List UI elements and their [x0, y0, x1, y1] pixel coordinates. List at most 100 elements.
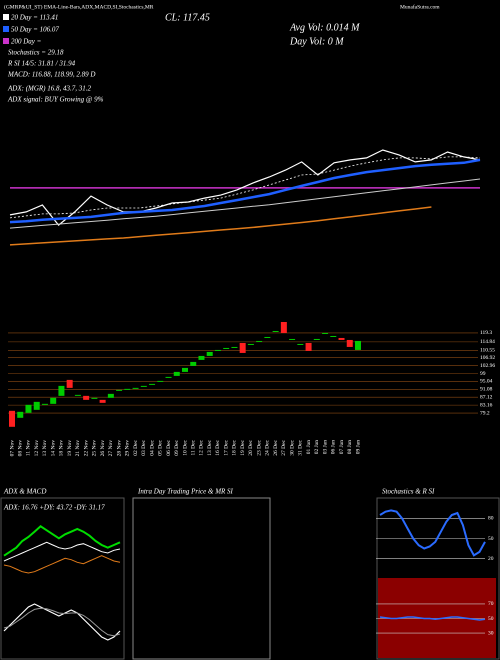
- candle: [247, 343, 254, 345]
- x-tick-label: 13 Nov: [42, 440, 48, 457]
- candle: [74, 394, 81, 396]
- candle: [173, 371, 180, 376]
- day-vol: Day Vol: 0 M: [289, 36, 344, 47]
- candle: [231, 346, 238, 348]
- y-tick-label: 95.04: [480, 379, 493, 385]
- x-tick-label: 02 Dec: [133, 439, 139, 455]
- y-tick-label: 99: [480, 371, 486, 377]
- candle: [313, 338, 320, 340]
- y-tick-label: 79.2: [480, 410, 490, 416]
- y-tick-label: 91.08: [480, 387, 493, 393]
- x-tick-label: 14 Nov: [50, 440, 56, 457]
- x-tick-label: 03 Dec: [141, 439, 147, 455]
- x-tick-label: 27 Dec: [281, 439, 287, 455]
- x-tick-label: 12 Nov: [34, 440, 40, 457]
- series-line: [9, 178, 481, 229]
- y-tick-label: 114.84: [480, 339, 495, 345]
- candle: [289, 338, 296, 340]
- candle: [305, 342, 312, 351]
- x-tick-label: 13 Dec: [207, 439, 213, 455]
- series-line: [3, 541, 121, 562]
- candle: [338, 337, 345, 340]
- x-tick-label: 09 Dec: [174, 439, 180, 455]
- x-tick-label: 31 Dec: [298, 439, 304, 455]
- candle: [17, 411, 24, 418]
- series-line: [379, 509, 486, 557]
- candle: [214, 349, 221, 351]
- x-tick-label: 26 Nov: [100, 440, 106, 457]
- candle: [322, 332, 329, 334]
- candle: [41, 403, 48, 405]
- candle: [50, 397, 57, 404]
- candle: [132, 387, 139, 389]
- candle: [33, 401, 40, 410]
- y-tick-label: 50: [488, 536, 494, 542]
- x-tick-label: 03 Jan: [322, 440, 328, 454]
- candle: [223, 347, 230, 349]
- candle: [140, 385, 147, 387]
- candle: [346, 339, 353, 347]
- x-tick-label: 23 Dec: [256, 439, 262, 455]
- candle: [157, 380, 164, 382]
- header-title: (GMRP&UI_ST) EMA-Line-Bars,ADX,MACD,SI,S…: [4, 3, 154, 10]
- x-tick-label: 22 Nov: [83, 440, 89, 457]
- candle: [239, 342, 246, 353]
- y-tick-label: 102.96: [480, 363, 495, 369]
- candle: [198, 355, 205, 360]
- candle: [182, 367, 188, 372]
- x-tick-label: 08 Jan: [347, 440, 353, 454]
- x-tick-label: 17 Dec: [223, 439, 229, 455]
- candle: [256, 340, 263, 342]
- x-tick-label: 24 Dec: [265, 439, 271, 455]
- y-tick-label: 106.92: [480, 355, 495, 361]
- y-tick-label: 50: [488, 616, 494, 622]
- close-label: CL: 117.45: [165, 12, 210, 23]
- candle: [99, 399, 106, 403]
- legend-swatch: [3, 14, 9, 20]
- x-tick-label: 25 Nov: [92, 440, 98, 457]
- y-tick-label: 30: [488, 630, 494, 636]
- candle: [280, 321, 287, 333]
- series-line: [379, 616, 486, 621]
- panel-frame: [132, 497, 271, 660]
- x-tick-label: 09 Jan: [355, 440, 361, 454]
- x-tick-label: 12 Dec: [199, 439, 205, 455]
- x-tick-label: 18 Dec: [232, 439, 238, 455]
- candle: [190, 361, 197, 366]
- x-tick-label: 21 Nov: [75, 440, 81, 457]
- panel-title: ADX & MACD: [3, 488, 46, 496]
- candle: [206, 351, 213, 356]
- candle: [25, 404, 32, 413]
- x-tick-label: 29 Nov: [125, 440, 131, 457]
- x-tick-label: 04 Dec: [149, 439, 155, 455]
- candle: [9, 410, 15, 427]
- y-tick-label: 20: [488, 556, 494, 562]
- series-line: [3, 525, 121, 557]
- x-tick-label: 20 Dec: [248, 439, 254, 455]
- y-tick-label: 83.16: [480, 402, 493, 408]
- x-tick-label: 11 Nov: [26, 440, 32, 456]
- x-tick-label: 26 Dec: [273, 439, 279, 455]
- series-line: [3, 555, 121, 574]
- x-tick-label: 19 Nov: [67, 440, 73, 457]
- candle: [124, 388, 131, 390]
- ma50-label: 50 Day = 106.07: [11, 26, 59, 34]
- y-tick-label: 110.55: [480, 348, 495, 354]
- legend-swatch: [3, 26, 9, 32]
- ma200-label: 200 Day =: [11, 38, 42, 46]
- x-tick-label: 01 Jan: [306, 440, 312, 454]
- series-line: [9, 158, 481, 224]
- y-tick-label: 119.3: [480, 330, 492, 336]
- x-tick-label: 06 Dec: [166, 439, 172, 455]
- candle: [83, 395, 90, 400]
- candle: [355, 340, 361, 350]
- x-tick-label: 16 Dec: [215, 439, 221, 455]
- panel-frame: [376, 497, 500, 660]
- candle: [107, 393, 114, 398]
- adx-signal: ADX signal: BUY Growing @ 9%: [7, 96, 104, 104]
- series-line: [3, 607, 121, 637]
- avg-vol: Avg Vol: 0.014 M: [289, 22, 360, 33]
- y-tick-label: 80: [488, 516, 494, 522]
